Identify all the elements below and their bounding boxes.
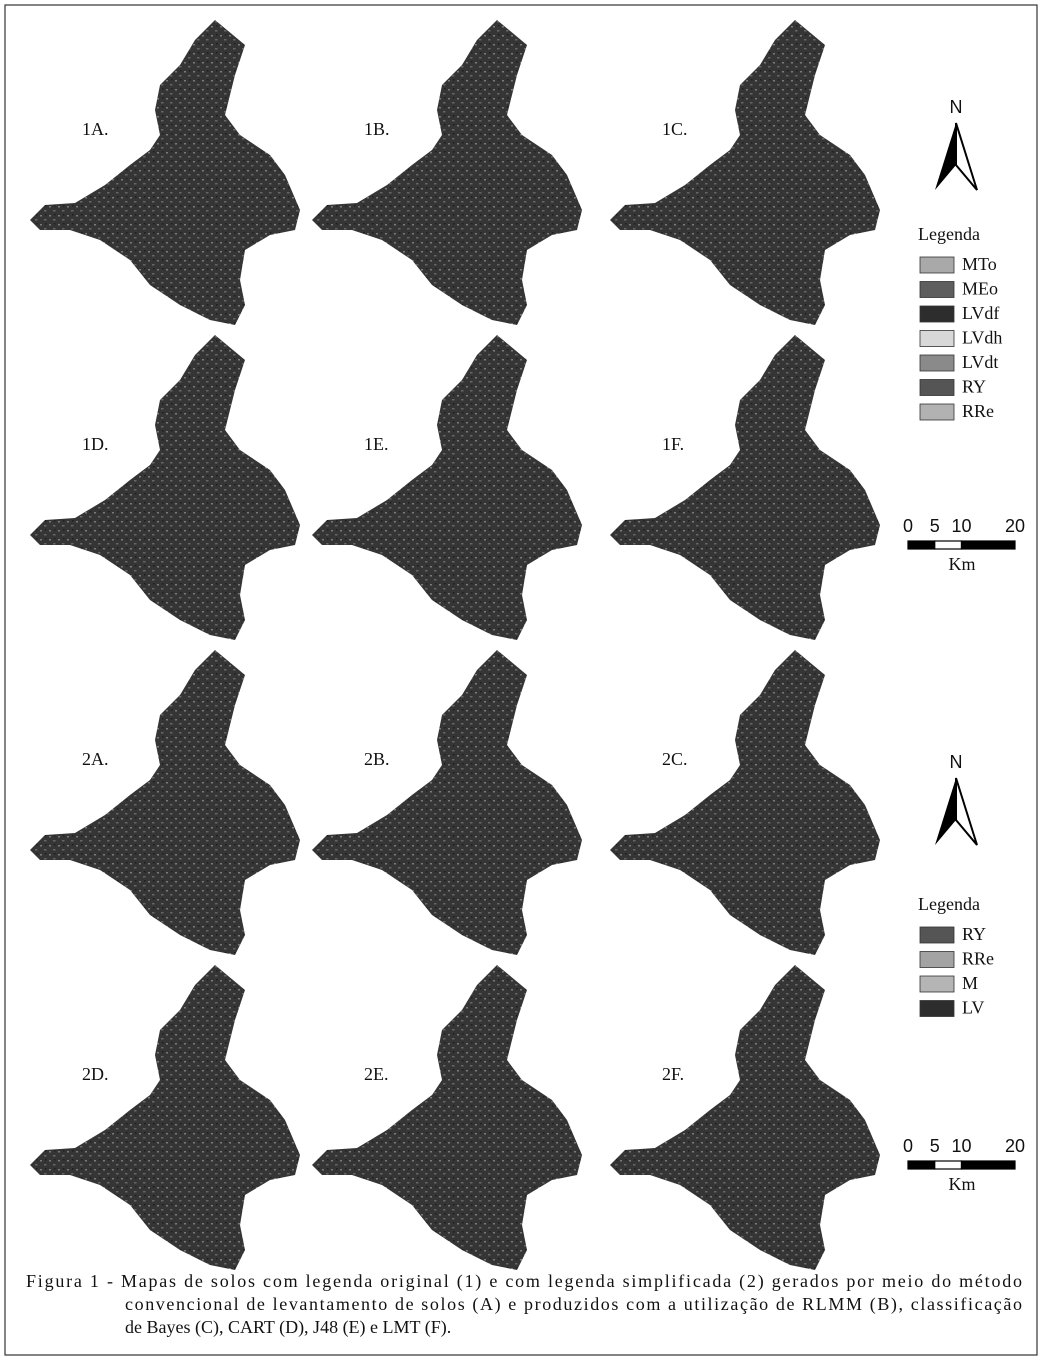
legend-item: LVdt bbox=[962, 352, 998, 372]
scale-segment bbox=[960, 1160, 1016, 1170]
panel-label: 1D. bbox=[82, 434, 109, 454]
legend-item: LVdf bbox=[962, 303, 999, 323]
legend-swatch bbox=[919, 305, 955, 323]
panel-label: 1F. bbox=[662, 434, 684, 454]
panel-label: 1E. bbox=[364, 434, 389, 454]
soil-map bbox=[312, 965, 582, 1270]
scale-segment bbox=[907, 1160, 936, 1170]
legend-swatch bbox=[919, 951, 955, 968]
north-arrow bbox=[935, 778, 956, 845]
legend-title: Legenda bbox=[918, 224, 980, 244]
scale-segment bbox=[934, 1160, 963, 1170]
legend-item: LV bbox=[962, 998, 984, 1018]
legend-swatch bbox=[919, 330, 955, 347]
scale-segment bbox=[907, 540, 936, 550]
legend-swatch bbox=[919, 379, 955, 396]
legend-swatch bbox=[919, 354, 955, 372]
legend-swatch bbox=[919, 256, 955, 274]
scale-tick-label: 10 bbox=[951, 516, 971, 536]
panel-label: 1A. bbox=[82, 119, 109, 139]
legend-item: MEo bbox=[962, 279, 998, 299]
legend-item: RY bbox=[962, 377, 986, 397]
scale-segment bbox=[960, 540, 1016, 550]
legend-swatch bbox=[919, 1000, 955, 1017]
legend-swatch bbox=[919, 926, 955, 944]
soil-map bbox=[30, 20, 300, 325]
caption-line: convencional de levantamento de solos (A… bbox=[125, 1294, 1022, 1315]
legend-item: RRe bbox=[962, 401, 994, 421]
scale-tick-label: 10 bbox=[951, 1136, 971, 1156]
scale-tick-label: 0 bbox=[903, 516, 913, 536]
frame bbox=[4, 4, 1038, 1356]
soil-map bbox=[30, 965, 300, 1270]
legend-item: RRe bbox=[962, 949, 994, 969]
panel-label: 2C. bbox=[662, 749, 688, 769]
soil-map bbox=[30, 335, 300, 640]
soil-map bbox=[610, 965, 880, 1270]
legend-swatch bbox=[919, 975, 955, 993]
legend-swatch bbox=[919, 281, 955, 298]
caption: Figura 1 - Mapas de solos com legenda or… bbox=[26, 1271, 1022, 1338]
scale-tick-label: 0 bbox=[903, 1136, 913, 1156]
scale-unit: Km bbox=[949, 554, 976, 574]
caption-line: Figura 1 - Mapas de solos com legenda or… bbox=[26, 1271, 1022, 1292]
legend-item: M bbox=[962, 973, 978, 993]
soil-map bbox=[312, 20, 582, 325]
north-arrow bbox=[935, 123, 956, 190]
legend-title: Legenda bbox=[918, 894, 980, 914]
soil-map bbox=[30, 650, 300, 955]
map-grid: 1A. 1B. 1C. 1D. 1E. 1F. 2A. 2B. 2C. 2D. 2E. 2F. bbox=[30, 20, 880, 1270]
caption-line: de Bayes (C), CART (D), J48 (E) e LMT (F… bbox=[125, 1317, 451, 1338]
north-label: N bbox=[950, 752, 963, 772]
scale-segment bbox=[934, 540, 963, 550]
north-arrow bbox=[955, 777, 978, 846]
panel-label: 2F. bbox=[662, 1064, 684, 1084]
panel-label: 2B. bbox=[364, 749, 390, 769]
panel-label: 1C. bbox=[662, 119, 688, 139]
legend-item: RY bbox=[962, 924, 986, 944]
panel-label: 1B. bbox=[364, 119, 390, 139]
legend-item: LVdh bbox=[962, 328, 1002, 348]
soil-map bbox=[312, 650, 582, 955]
scale-tick-label: 20 bbox=[1005, 516, 1025, 536]
soil-map bbox=[312, 335, 582, 640]
legend-item: MTo bbox=[962, 254, 997, 274]
scale-tick-label: 5 bbox=[930, 1136, 940, 1156]
panel-label: 2E. bbox=[364, 1064, 389, 1084]
scale-tick-label: 5 bbox=[930, 516, 940, 536]
north-arrow bbox=[955, 122, 978, 191]
panel-label: 2A. bbox=[82, 749, 109, 769]
soil-map bbox=[610, 20, 880, 325]
panel-label: 2D. bbox=[82, 1064, 109, 1084]
soil-map bbox=[610, 335, 880, 640]
soil-map bbox=[610, 650, 880, 955]
legend-swatch bbox=[919, 403, 955, 421]
north-label: N bbox=[950, 97, 963, 117]
scale-tick-label: 20 bbox=[1005, 1136, 1025, 1156]
scale-unit: Km bbox=[949, 1174, 976, 1194]
